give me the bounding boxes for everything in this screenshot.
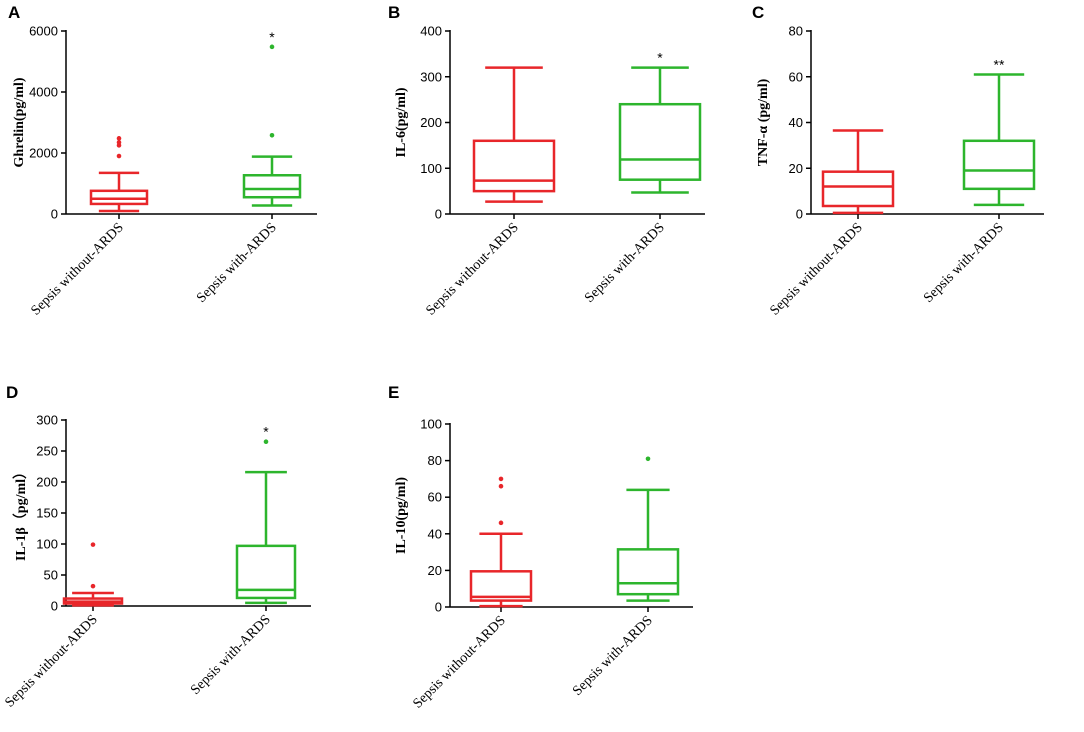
panel-d: D 0 50 100 150 200 250 300 IL-1β（pg/ml） Sepsis wi… [2,383,311,711]
box-with-ards: * [618,50,702,194]
iqr-box [472,139,556,193]
outlier-point [263,439,269,445]
x-category-label: Sepsis without-ARDS [28,220,126,318]
x-category-label: Sepsis without-ARDS [2,612,100,710]
significance-marker: ** [994,56,1005,72]
y-axis-title: TNF-α (pg/ml) [756,78,771,166]
y-tick-label: 80 [789,24,803,39]
outlier-point [116,140,122,145]
x-category-label: Sepsis without-ARDS [423,220,521,318]
iqr-box [89,189,149,206]
y-tick-label: 4000 [29,85,58,100]
box-without-ards [62,542,124,607]
panel-b: B 0 100 200 300 400 IL-6(pg/ml) Sepsis without-… [388,3,705,319]
box-with-ards: * [242,29,302,207]
panel-a: A 0 2000 4000 6000 Ghrelin(pg/ml) Sepsis witho… [8,3,317,319]
outlier-point [90,583,96,589]
y-tick-label: 200 [420,115,442,130]
box-with-ards [616,456,680,602]
y-axis-title: Ghrelin(pg/ml) [12,77,27,167]
iqr-box [242,174,302,199]
iqr-box [962,139,1036,191]
y-tick-label: 0 [435,207,442,222]
outlier-point [269,44,275,50]
panel-label: A [8,3,20,22]
y-tick-label: 300 [36,413,58,428]
iqr-box [616,548,680,596]
y-tick-label: 0 [435,600,442,615]
y-tick-label: 40 [789,115,803,130]
panel-label: E [388,383,399,402]
box-without-ards [469,476,533,608]
y-axis-title: IL-10(pg/ml) [394,477,409,554]
outlier-point [498,476,504,482]
panel-label: D [6,383,18,402]
box-without-ards [821,129,895,215]
y-tick-label: 20 [789,161,803,176]
y-tick-label: 2000 [29,146,58,161]
y-tick-label: 100 [420,417,442,432]
y-tick-label: 60 [789,69,803,84]
x-category-label: Sepsis without-ARDS [410,613,508,711]
x-category-label: Sepsis with-ARDS [194,220,280,306]
iqr-box [469,570,533,602]
x-category-label: Sepsis with-ARDS [570,613,656,699]
outlier-point [645,456,651,462]
y-tick-label: 0 [796,207,803,222]
y-tick-label: 200 [36,475,58,490]
x-category-label: Sepsis with-ARDS [188,612,274,698]
y-tick-label: 0 [51,207,58,222]
x-category-label: Sepsis with-ARDS [582,220,668,306]
y-axis-title: IL-1β（pg/ml） [13,465,29,561]
significance-marker: * [657,50,663,66]
outlier-point [269,133,275,138]
x-category-label: Sepsis without-ARDS [767,220,865,318]
panel-label: B [388,3,400,22]
box-with-ards: * [235,424,297,605]
y-tick-label: 50 [44,568,58,583]
y-tick-label: 300 [420,69,442,84]
iqr-box [618,102,702,181]
panel-c: C 0 20 40 60 80 TNF-α (pg/ml) Sepsis without-AR… [752,3,1044,319]
x-category-label: Sepsis with-ARDS [921,220,1007,306]
y-tick-label: 80 [428,453,442,468]
y-tick-label: 100 [420,161,442,176]
iqr-box [235,544,297,600]
box-with-ards: ** [962,56,1036,207]
y-tick-label: 6000 [29,24,58,39]
y-tick-label: 20 [428,563,442,578]
outlier-point [498,520,504,526]
significance-marker: * [263,424,269,440]
y-axis-title: IL-6(pg/ml) [394,87,409,157]
box-without-ards [472,66,556,203]
outlier-point [116,153,122,159]
outlier-point [90,542,96,547]
y-tick-label: 250 [36,444,58,459]
iqr-box [821,170,895,208]
panel-e: E 0 20 40 60 80 100 IL-10(pg/ml) Sepsis without-… [388,383,693,712]
y-tick-label: 100 [36,537,58,552]
y-tick-label: 400 [420,24,442,39]
box-without-ards [89,136,149,213]
y-tick-label: 150 [36,506,58,521]
panel-label: C [752,3,764,22]
y-tick-label: 60 [428,490,442,505]
significance-marker: * [269,29,275,45]
outlier-point [116,136,122,141]
y-tick-label: 0 [51,599,58,614]
y-tick-label: 40 [428,526,442,541]
outlier-point [498,483,504,489]
